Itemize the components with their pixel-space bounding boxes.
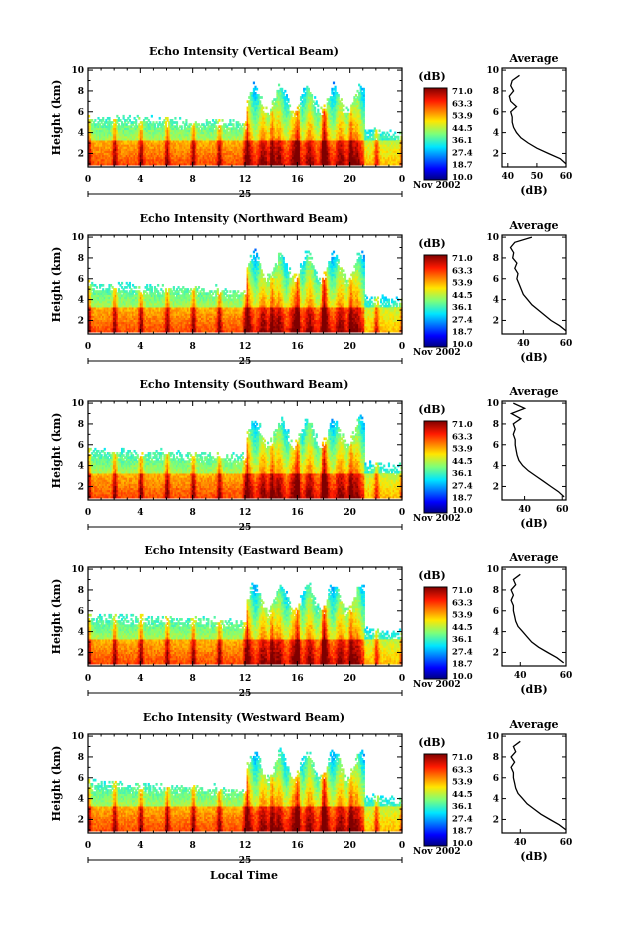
y-tick-label: 2 [78,149,84,159]
avg-x-tick-label: 60 [560,172,573,182]
heatmap-cell [259,100,261,103]
colorbar-tick-label: 36.1 [452,136,473,146]
avg-y-tick-label: 4 [493,129,499,139]
heatmap-cell [317,109,319,112]
heatmap-cell [281,88,283,91]
colorbar-tick-label: 53.9 [452,112,473,122]
x-tick-label: 0 [399,175,405,185]
avg-x-tick-label: 40 [502,172,515,182]
heatmap-cell [221,119,223,122]
heatmap-cell [261,96,263,99]
heatmap-cell [265,107,267,110]
heatmap-cell [308,88,310,91]
heatmap-cell [151,115,153,118]
avg-x-tick-label: 50 [531,172,544,182]
heatmap-cell [138,117,140,120]
heatmap-cell [229,119,231,122]
average-profile-line [509,75,566,164]
heatmap-cell [317,104,319,107]
heatmap-cell [129,115,131,118]
x-tick-label: 4 [137,175,143,185]
panel-0: Echo Intensity (Vertical Beam) 0 4 8 12 16 20 0… [50,45,572,200]
heatmap-cell [174,117,176,120]
heatmap-cell [286,94,288,97]
heatmap-cell [284,90,286,93]
panel-title: Echo Intensity (Vertical Beam) [149,45,339,58]
heatmap-cell [314,96,316,99]
colorbar-tick-label: 27.4 [452,148,473,158]
heatmap-cell [311,94,313,97]
heatmap-cell [181,125,183,128]
y-tick-label: 8 [78,87,84,97]
heatmap-cell [262,107,264,110]
day-label: 25 [239,190,252,200]
heatmap-cell [397,136,399,139]
panel-1: Echo Intensity (Northward Beam)0 4 8 12 16 20… [50,212,572,367]
heatmap-cell [94,119,96,122]
panel-title: Echo Intensity (Northward Beam) [140,212,349,225]
y-tick-label: 10 [71,66,84,76]
heatmap-cell [176,121,178,124]
heatmap-cell [341,98,343,101]
heatmap-cell [389,129,391,132]
heatmap-cell [185,119,187,122]
heatmap-cell [375,129,377,132]
heatmap-cell [324,104,326,107]
heatmap-cell [108,117,110,120]
heatmap-cell [232,123,234,126]
heatmap-cell [342,109,344,112]
colorbar-tick-label: 44.5 [452,124,473,134]
colorbar-tick-label: 10.0 [452,173,473,183]
avg-y-tick-label: 6 [493,108,499,118]
x-tick-label: 20 [343,175,356,185]
heatmap-cell [232,119,234,122]
heatmap-cell [316,100,318,103]
colorbar-tick-label: 18.7 [452,161,473,171]
echo-intensity-figure: Echo Intensity (Vertical Beam) 0 4 8 12 16 20 0… [0,0,620,929]
heatmap-cell [347,109,349,112]
colorbar-unit: (dB) [418,70,445,83]
avg-y-tick-label: 10 [486,66,499,76]
colorbar-tick-label: 71.0 [452,87,473,97]
heatmap-cell [256,88,258,91]
heatmap-cell [287,98,289,101]
heatmap-cell [334,86,336,89]
x-tick-label: 0 [85,175,91,185]
avg-y-tick-label: 8 [493,87,499,97]
y-axis-label: Height (km) [50,80,63,156]
heatmap-cell [363,88,365,91]
heatmap-cell [135,119,137,122]
heatmap-cell [378,129,380,132]
heatmap-cell [102,117,104,120]
y-tick-label: 4 [78,129,84,139]
heatmap-cell [159,117,161,120]
colorbar-tick-label: 63.3 [452,99,473,109]
heatmap-cell [167,117,169,120]
avg-y-tick-label: 2 [493,149,499,159]
x-tick-label: 8 [190,175,196,185]
heatmap-cell [253,82,255,85]
colorbar [424,88,447,180]
heatmap-cell [338,94,340,97]
heatmap-cell [314,107,316,110]
heatmap-cells [88,82,403,166]
x-tick-label: 16 [291,175,304,185]
heatmap-cell [289,104,291,107]
heatmap-cell [394,132,396,135]
x-tick-label: 12 [239,175,252,185]
y-tick-label: 6 [78,108,84,118]
heatmap-cell [342,104,344,107]
heatmap-cell [179,117,181,120]
heatmap-cell [278,84,280,87]
avg-x-label: (dB) [520,184,547,197]
heatmap-cell [333,82,335,85]
heatmap-cells [88,249,403,333]
average-title: Average [508,52,558,65]
heatmap-cell [218,119,220,122]
heatmap-cell [123,115,125,118]
